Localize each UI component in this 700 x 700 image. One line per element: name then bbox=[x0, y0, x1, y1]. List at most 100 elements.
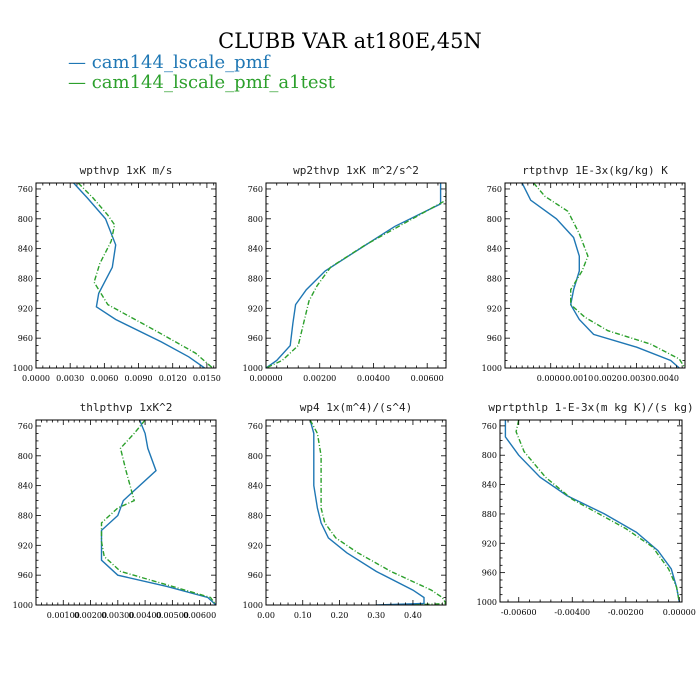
y-tick-label: 960 bbox=[482, 569, 497, 578]
y-tick-label: 920 bbox=[248, 304, 263, 313]
series-line-1 bbox=[73, 183, 206, 368]
y-tick-label: 1000 bbox=[243, 364, 263, 373]
panel-grid: wpthvp 1xK m/s76080084088092096010000.00… bbox=[13, 164, 696, 620]
y-tick-label: 960 bbox=[487, 334, 502, 343]
x-tick-label: 0.00400 bbox=[357, 374, 390, 383]
x-tick-label: 0.00600 bbox=[183, 611, 216, 620]
x-tick-label: 0.0030 bbox=[622, 374, 650, 383]
y-tick-label: 920 bbox=[18, 541, 33, 550]
series-line-2 bbox=[77, 183, 214, 368]
series-line-1 bbox=[309, 420, 425, 605]
y-tick-label: 760 bbox=[487, 185, 502, 194]
y-tick-label: 1000 bbox=[482, 364, 502, 373]
x-tick-label: 0.00100 bbox=[47, 611, 80, 620]
y-tick-label: 920 bbox=[18, 304, 33, 313]
x-tick-label: 0.0000 bbox=[537, 374, 565, 383]
y-tick-label: 760 bbox=[18, 422, 33, 431]
x-tick-label: 0.0120 bbox=[159, 374, 187, 383]
x-tick-label: -0.00400 bbox=[554, 608, 590, 617]
panel-4: thlpthvp 1xK^2 760 800 840 880 920 960 1000 0.00… bbox=[13, 401, 217, 620]
y-tick-label: 880 bbox=[482, 510, 497, 519]
y-tick-label: 760 bbox=[248, 185, 263, 194]
x-tick-label: 0.00400 bbox=[129, 611, 162, 620]
plot-frame bbox=[504, 182, 686, 369]
y-tick-label: 840 bbox=[248, 245, 263, 254]
series-line-1 bbox=[100, 420, 216, 605]
x-tick-label: 0.00300 bbox=[101, 611, 134, 620]
y-tick-label: 840 bbox=[18, 482, 33, 491]
y-tick-label: 1000 bbox=[477, 598, 497, 607]
y-tick-label: 1000 bbox=[13, 364, 33, 373]
series-line-1 bbox=[266, 183, 442, 368]
series-line-2 bbox=[515, 420, 680, 602]
y-tick-label: 800 bbox=[18, 215, 33, 224]
y-tick-label: 800 bbox=[18, 452, 33, 461]
x-tick-label: 0.40 bbox=[404, 611, 422, 620]
x-tick-label: 0.0040 bbox=[651, 374, 679, 383]
plot-frame bbox=[35, 419, 217, 606]
x-tick-label: 0.30 bbox=[367, 611, 385, 620]
panel-1: wpthvp 1xK m/s 760 800 840 880 920 960 1000 0.00… bbox=[13, 164, 221, 383]
y-tick-label: 840 bbox=[487, 245, 502, 254]
x-tick-label: 0.0090 bbox=[125, 374, 153, 383]
x-tick-label: 0.00 bbox=[257, 611, 275, 620]
series-line-2 bbox=[533, 183, 685, 368]
x-tick-label: 0.00200 bbox=[74, 611, 107, 620]
series-line-1 bbox=[521, 183, 680, 368]
y-tick-label: 800 bbox=[482, 451, 497, 460]
y-tick-label: 920 bbox=[487, 304, 502, 313]
panel-6: wprtpthlp 1-E-3x(m kg K)/(s kg) 760 800 840… bbox=[477, 401, 696, 617]
x-tick-label: 0.10 bbox=[294, 611, 312, 620]
y-tick-label: 920 bbox=[482, 539, 497, 548]
y-tick-label: 960 bbox=[248, 571, 263, 580]
x-tick-label: -0.00200 bbox=[608, 608, 644, 617]
panel-3: rtpthvp 1E-3x(kg/kg) K 760 800 840 880 920 960… bbox=[482, 164, 686, 383]
panel-title: rtpthvp 1E-3x(kg/kg) K bbox=[522, 164, 668, 177]
y-tick-label: 1000 bbox=[243, 601, 263, 610]
y-tick-label: 960 bbox=[18, 334, 33, 343]
x-tick-label: 0.0010 bbox=[565, 374, 593, 383]
y-tick-label: 800 bbox=[487, 215, 502, 224]
series-line-2 bbox=[309, 420, 446, 605]
x-tick-label: 0.00500 bbox=[156, 611, 189, 620]
x-tick-label: 0.0020 bbox=[594, 374, 622, 383]
plot-frame bbox=[35, 182, 217, 369]
x-tick-label: 0.00000 bbox=[249, 374, 282, 383]
x-tick-label: 0.00200 bbox=[303, 374, 336, 383]
y-tick-label: 920 bbox=[248, 541, 263, 550]
y-tick-label: 880 bbox=[18, 274, 33, 283]
panel-2: wp2thvp 1xK m^2/s^2 760 800 840 880 920 960 100… bbox=[243, 164, 447, 383]
legend-entry-1: — cam144_lscale_pmf bbox=[68, 52, 271, 73]
x-tick-label: 0.0150 bbox=[193, 374, 221, 383]
y-tick-label: 760 bbox=[248, 422, 263, 431]
panel-5: wp4 1x(m^4)/(s^4)76080084088092096010000… bbox=[243, 401, 447, 620]
y-tick-label: 760 bbox=[18, 185, 33, 194]
plot-frame bbox=[499, 419, 683, 603]
y-tick-label: 880 bbox=[487, 274, 502, 283]
x-tick-label: 0.0060 bbox=[90, 374, 118, 383]
series-line-2 bbox=[266, 183, 446, 368]
x-tick-label: 0.0030 bbox=[56, 374, 84, 383]
y-tick-label: 760 bbox=[482, 422, 497, 431]
y-tick-label: 880 bbox=[248, 274, 263, 283]
y-tick-label: 800 bbox=[248, 215, 263, 224]
legend-entry-2: — cam144_lscale_pmf_a1test bbox=[68, 72, 336, 93]
panel-title: wp2thvp 1xK m^2/s^2 bbox=[293, 164, 419, 177]
y-tick-label: 840 bbox=[18, 245, 33, 254]
y-tick-label: 960 bbox=[18, 571, 33, 580]
panel-title: wprtpthlp 1-E-3x(m kg K)/(s kg) bbox=[488, 401, 693, 414]
y-tick-label: 880 bbox=[248, 511, 263, 520]
x-tick-label: -0.00600 bbox=[501, 608, 537, 617]
y-tick-label: 840 bbox=[248, 482, 263, 491]
panel-title: thlpthvp 1xK^2 bbox=[80, 401, 173, 414]
panel-title: wpthvp 1xK m/s bbox=[80, 164, 173, 177]
y-tick-label: 960 bbox=[248, 334, 263, 343]
series-line-2 bbox=[100, 420, 216, 605]
panel-title: wp4 1x(m^4)/(s^4) bbox=[300, 401, 413, 414]
x-tick-label: 0.00600 bbox=[411, 374, 444, 383]
series-line-1 bbox=[504, 420, 680, 602]
y-tick-label: 840 bbox=[482, 481, 497, 490]
y-tick-label: 1000 bbox=[13, 601, 33, 610]
y-tick-label: 880 bbox=[18, 511, 33, 520]
